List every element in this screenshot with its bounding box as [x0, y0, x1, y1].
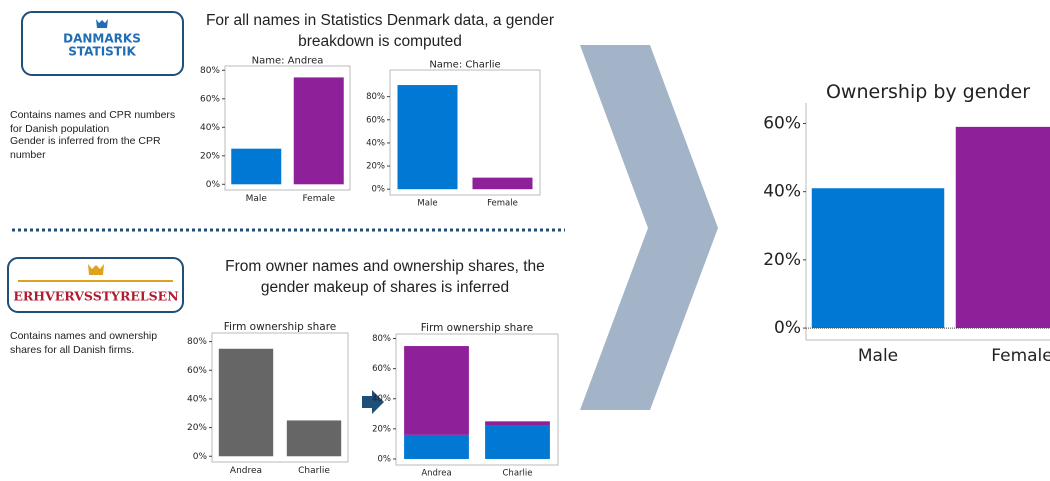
plot-frame — [389, 69, 541, 196]
logo-crown — [96, 19, 108, 28]
bar — [955, 126, 1050, 329]
bar — [397, 85, 458, 190]
plot-frame — [211, 332, 349, 463]
y-tick-label: 20% — [200, 151, 220, 161]
y-tick-label: 60% — [763, 113, 801, 133]
x-tick-label: Female — [991, 346, 1050, 366]
bar — [472, 177, 533, 190]
logo-text: DANMARKS — [63, 32, 141, 46]
bar — [811, 188, 945, 329]
chevron-arrow — [580, 45, 718, 410]
y-tick-label: 0% — [372, 185, 386, 195]
y-tick-label: 0% — [206, 180, 221, 190]
note: Contains names and CPR numbers for Danis… — [10, 109, 176, 135]
y-tick-label: 60% — [372, 364, 391, 374]
y-tick-label: 40% — [372, 394, 391, 404]
y-tick-label: 0% — [193, 452, 208, 462]
bar-segment — [404, 434, 469, 459]
logo-rule — [18, 280, 173, 282]
x-tick-label: Female — [487, 199, 518, 209]
bar — [218, 348, 274, 457]
y-tick-label: 40% — [763, 182, 801, 202]
y-tick-label: 60% — [200, 94, 220, 104]
x-tick-label: Charlie — [298, 466, 330, 476]
x-tick-label: Andrea — [230, 466, 262, 476]
x-tick-label: Female — [302, 194, 335, 204]
x-tick-label: Andrea — [421, 469, 451, 479]
y-tick-label: 60% — [187, 366, 207, 376]
chart-title: Name: Andrea — [252, 56, 324, 67]
bar — [231, 148, 282, 185]
heading: From owner names and ownership shares, t… — [225, 258, 545, 296]
x-tick-label: Male — [858, 346, 898, 366]
chart-title: Firm ownership share — [224, 321, 337, 333]
y-tick-label: 20% — [763, 250, 801, 270]
y-tick-label: 80% — [372, 334, 391, 344]
plot-frame — [395, 333, 559, 466]
y-tick-label: 40% — [366, 138, 385, 148]
y-tick-label: 0% — [378, 454, 392, 464]
small-arrow — [362, 390, 384, 414]
y-tick-label: 20% — [372, 424, 391, 434]
x-tick-label: Male — [417, 199, 437, 209]
bar — [286, 420, 342, 457]
note: Gender is inferred from the CPR number — [10, 135, 161, 161]
x-tick-label: Male — [246, 194, 268, 204]
chart-title: Name: Charlie — [429, 60, 500, 71]
logo-frame — [21, 11, 184, 76]
y-tick-label: 40% — [200, 123, 220, 133]
y-tick-label: 40% — [187, 394, 207, 404]
heading: For all names in Statistics Denmark data… — [205, 12, 555, 50]
bar-segment — [404, 346, 469, 435]
bar-segment — [485, 421, 550, 426]
chart-title: Ownership by gender — [826, 81, 1030, 103]
y-tick-label: 20% — [187, 423, 207, 433]
y-tick-label: 0% — [774, 318, 801, 338]
logo-text: STATISTIK — [68, 45, 136, 59]
logo-frame — [7, 257, 184, 313]
y-tick-label: 20% — [366, 162, 385, 172]
x-tick-label: Charlie — [503, 469, 533, 479]
logo-crown — [88, 264, 104, 275]
y-tick-label: 80% — [200, 66, 220, 76]
bar-segment — [485, 425, 550, 459]
bar — [293, 77, 344, 185]
y-tick-label: 60% — [366, 115, 385, 125]
y-tick-label: 80% — [187, 337, 207, 347]
note: Contains names and ownership shares for … — [10, 330, 158, 356]
plot-frame — [224, 65, 351, 191]
y-tick-label: 80% — [366, 92, 385, 102]
logo-text: ERHVERVSSTYRELSEN — [13, 289, 178, 304]
chart-title: Firm ownership share — [421, 322, 534, 334]
